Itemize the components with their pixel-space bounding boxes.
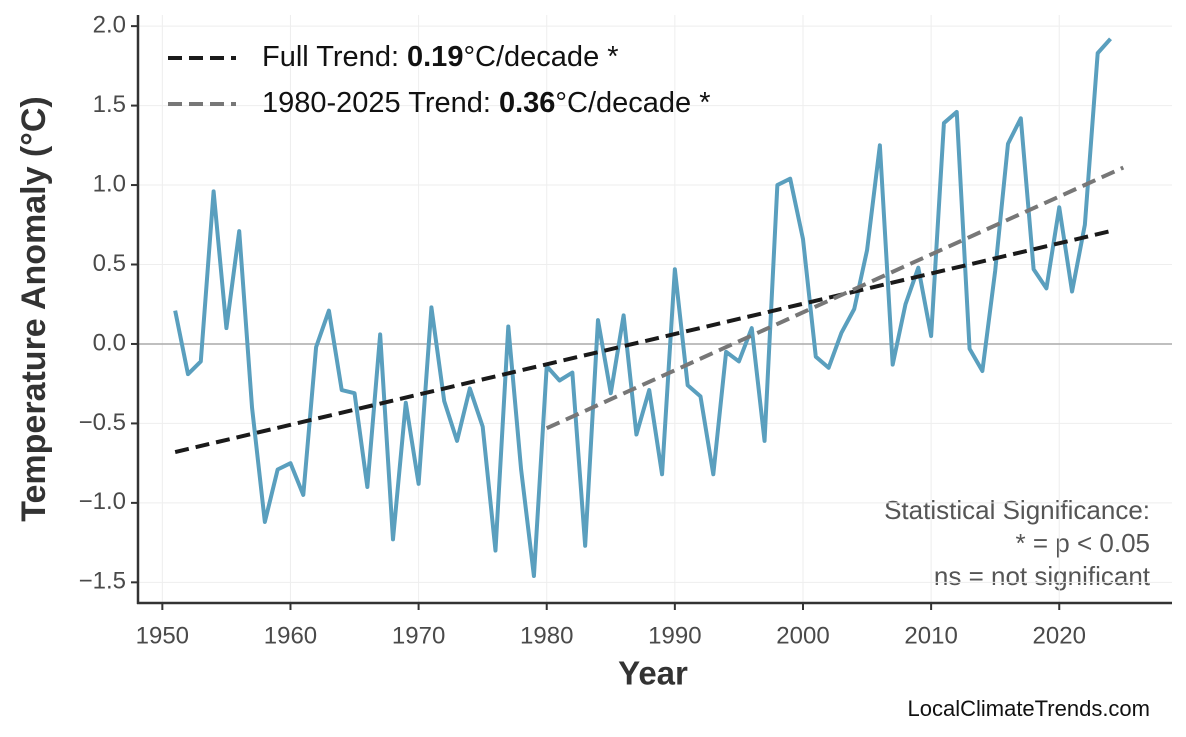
x-axis-label: Year: [618, 655, 688, 692]
legend-unit: °C/decade *: [555, 87, 710, 119]
x-tick-label: 2000: [776, 622, 829, 649]
x-tick-label: 1950: [136, 622, 189, 649]
legend-slope: 0.19: [407, 41, 463, 73]
y-tick-label: −1.5: [79, 568, 126, 595]
x-tick-label: 1970: [392, 622, 445, 649]
legend-name: Full Trend:: [262, 41, 399, 73]
y-axis-label: Temperature Anomaly (°C): [15, 96, 53, 521]
y-tick-label: 2.0: [93, 11, 126, 38]
legend-unit: °C/decade *: [463, 41, 618, 73]
x-tick-label: 2020: [1033, 622, 1086, 649]
x-tick-label: 1990: [648, 622, 701, 649]
trend-line: [545, 165, 1125, 431]
data-line: [173, 37, 1112, 578]
y-tick-label: 0.5: [93, 250, 126, 277]
trend-line: [174, 229, 1111, 454]
x-tick-label: 2010: [904, 622, 957, 649]
legend-label: Full Trend: 0.19°C/decade *: [262, 41, 619, 73]
legend-name: 1980-2025 Trend:: [262, 87, 491, 119]
legend-label: 1980-2025 Trend: 0.36°C/decade *: [262, 87, 711, 119]
y-tick-label: −0.5: [79, 409, 126, 436]
x-tick-label: 1980: [520, 622, 573, 649]
y-tick-label: 1.0: [93, 170, 126, 197]
annotation: Statistical Significance:: [884, 495, 1150, 525]
watermark: LocalClimateTrends.com: [908, 696, 1151, 721]
annotation: * = p < 0.05: [1016, 528, 1150, 558]
x-tick-label: 1960: [264, 622, 317, 649]
annotation: ns = not significant: [934, 561, 1151, 591]
legend-slope: 0.36: [499, 87, 555, 119]
y-tick-label: 0.0: [93, 329, 126, 356]
y-tick-label: −1.0: [79, 488, 126, 515]
y-tick-label: 1.5: [93, 91, 126, 118]
